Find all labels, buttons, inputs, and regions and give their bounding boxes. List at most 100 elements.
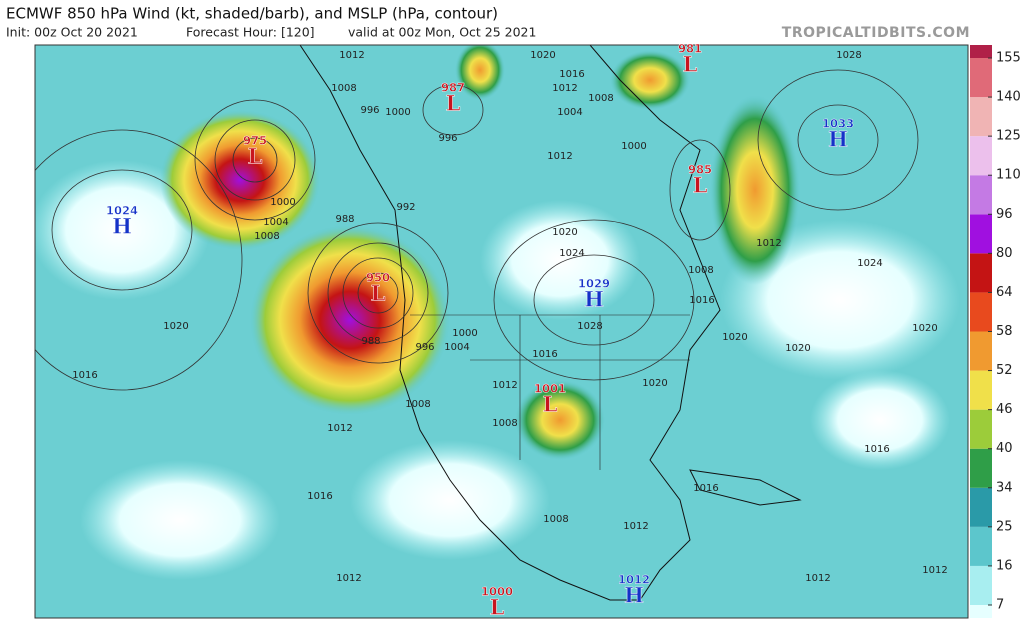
pressure-value: 975 bbox=[243, 134, 267, 148]
contour-label: 1020 bbox=[642, 378, 667, 389]
contour-label: 1020 bbox=[785, 343, 810, 354]
source: TROPICALTIDBITS.COM bbox=[782, 25, 970, 41]
contour-label: 988 bbox=[335, 214, 354, 225]
colorbar-segment bbox=[970, 409, 992, 449]
pressure-value: 1012 bbox=[618, 573, 650, 587]
contour-label: 1004 bbox=[557, 107, 582, 118]
pressure-value: 1033 bbox=[822, 117, 854, 131]
pressure-letter: L bbox=[490, 595, 505, 620]
pressure-letter: L bbox=[371, 281, 386, 306]
colorbar-label: 96 bbox=[996, 207, 1013, 222]
pressure-letter: H bbox=[584, 287, 604, 312]
contour-label: 1008 bbox=[492, 418, 517, 429]
wind-maximum bbox=[455, 45, 505, 100]
colorbar-segment bbox=[970, 370, 992, 410]
init-time: Init: 00z Oct 20 2021 bbox=[6, 25, 138, 40]
contour-label: 1004 bbox=[444, 342, 469, 353]
calm-area bbox=[810, 370, 950, 470]
map bbox=[35, 45, 968, 618]
contour-label: 1000 bbox=[385, 107, 410, 118]
wind-maximum bbox=[160, 110, 320, 250]
calm-area bbox=[80, 460, 280, 580]
contour-label: 1008 bbox=[405, 399, 430, 410]
forecast-hour: Forecast Hour: [120] bbox=[186, 25, 315, 40]
colorbar-segment bbox=[970, 331, 992, 371]
coastline bbox=[689, 469, 802, 506]
contour-label: 1012 bbox=[336, 573, 361, 584]
contour-label: 1012 bbox=[492, 380, 517, 391]
pressure-letter: L bbox=[693, 173, 708, 198]
contour-label: 1024 bbox=[559, 248, 584, 259]
colorbar-segment bbox=[970, 58, 992, 98]
colorbar-label: 16 bbox=[996, 558, 1013, 573]
contour-label: 1012 bbox=[327, 423, 352, 434]
contour-label: 1012 bbox=[805, 573, 830, 584]
colorbar-segment bbox=[970, 214, 992, 254]
colorbar-label: 46 bbox=[996, 402, 1013, 417]
contour-label: 1008 bbox=[688, 265, 713, 276]
colorbar-label: 140 bbox=[996, 90, 1021, 105]
pressure-value: 1000 bbox=[481, 585, 513, 599]
pressure-value: 1001 bbox=[534, 382, 566, 396]
contour-label: 1020 bbox=[530, 50, 555, 61]
contour-label: 1012 bbox=[756, 238, 781, 249]
wind-maximum bbox=[710, 95, 800, 285]
map-frame bbox=[34, 44, 969, 619]
contour-label: 1012 bbox=[623, 521, 648, 532]
pressure-value: 950 bbox=[366, 271, 390, 285]
contour-label: 1028 bbox=[836, 50, 861, 61]
contour-label: 1020 bbox=[552, 227, 577, 238]
colorbar-segment bbox=[970, 97, 992, 137]
contour-label: 1008 bbox=[331, 83, 356, 94]
contour-label: 1008 bbox=[543, 514, 568, 525]
colorbar-segment bbox=[970, 136, 992, 176]
wind-maximum bbox=[515, 380, 605, 460]
colorbar-label: 40 bbox=[996, 441, 1013, 456]
contour-label: 1016 bbox=[307, 491, 332, 502]
contour-label: 1012 bbox=[552, 83, 577, 94]
contour-label: 1016 bbox=[689, 295, 714, 306]
colorbar-segment bbox=[970, 175, 992, 215]
colorbar-segment bbox=[970, 605, 992, 618]
colorbar-segment bbox=[970, 45, 992, 58]
colorbar-label: 125 bbox=[996, 129, 1021, 144]
colorbar-label: 25 bbox=[996, 519, 1013, 534]
colorbar-label: 34 bbox=[996, 480, 1013, 495]
contour-label: 1016 bbox=[532, 349, 557, 360]
contour-label: 1008 bbox=[588, 93, 613, 104]
contour-label: 1012 bbox=[547, 151, 572, 162]
colorbar-label: 64 bbox=[996, 285, 1013, 300]
pressure-letter: L bbox=[446, 91, 461, 116]
pressure-letter: L bbox=[248, 144, 263, 169]
contour-label: 1020 bbox=[722, 332, 747, 343]
contour-label: 1024 bbox=[857, 258, 882, 269]
colorbar-label: 58 bbox=[996, 324, 1013, 339]
wind-maximum bbox=[610, 50, 690, 110]
pressure-value: 981 bbox=[678, 42, 702, 56]
contour-label: 1020 bbox=[163, 321, 188, 332]
colorbar-segment bbox=[970, 253, 992, 293]
contour-label: 996 bbox=[360, 105, 379, 116]
contour-label: 1016 bbox=[864, 444, 889, 455]
pressure-letter: L bbox=[543, 392, 558, 417]
contour-label: 1012 bbox=[922, 565, 947, 576]
pressure-value: 987 bbox=[441, 81, 465, 95]
title: ECMWF 850 hPa Wind (kt, shaded/barb), an… bbox=[6, 5, 498, 23]
contour-label: 996 bbox=[438, 133, 457, 144]
contour-label: 1012 bbox=[339, 50, 364, 61]
colorbar-label: 155 bbox=[996, 51, 1021, 66]
pressure-letter: H bbox=[828, 127, 848, 152]
borders bbox=[410, 314, 690, 470]
contour-label: 992 bbox=[396, 202, 415, 213]
colorbar-segment bbox=[970, 565, 992, 605]
pressure-value: 985 bbox=[688, 163, 712, 177]
contour-label: 996 bbox=[415, 342, 434, 353]
colorbar-label: 110 bbox=[996, 168, 1021, 183]
contour-label: 1016 bbox=[72, 370, 97, 381]
pressure-value: 1024 bbox=[106, 204, 138, 218]
pressure-letter: H bbox=[112, 214, 132, 239]
contour-label: 1000 bbox=[270, 197, 295, 208]
colorbar-label: 80 bbox=[996, 246, 1013, 261]
contour-label: 1000 bbox=[621, 141, 646, 152]
